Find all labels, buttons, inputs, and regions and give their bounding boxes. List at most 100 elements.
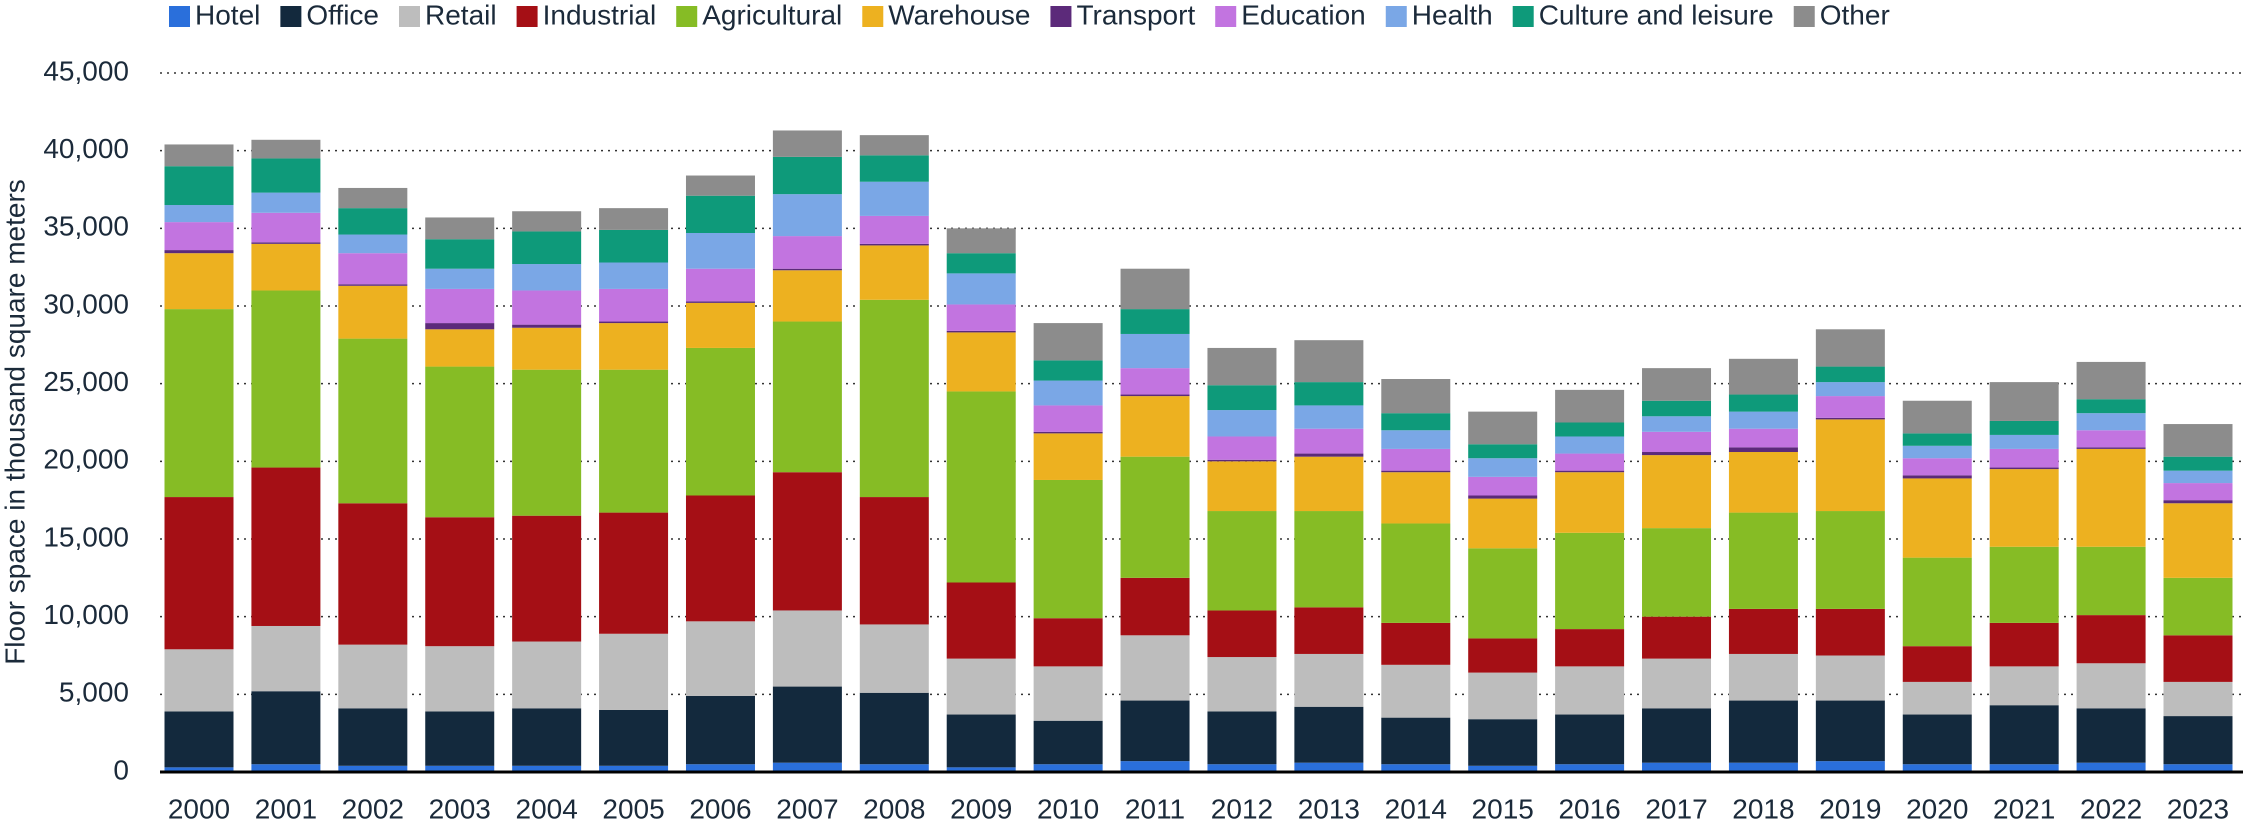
bar-segment: [1033, 479, 1103, 619]
bar-segment: [1902, 400, 1972, 434]
bar-segment: [251, 243, 321, 291]
bar-segment: [1120, 268, 1190, 310]
x-tick-label: 2005: [602, 793, 664, 824]
bar-segment: [946, 582, 1016, 659]
legend-label: Hotel: [195, 0, 260, 30]
bar-segment: [599, 709, 669, 766]
bar-segment: [1642, 455, 1712, 529]
legend-swatch: [1793, 6, 1815, 27]
bar-segment: [251, 764, 321, 772]
bar-segment: [1033, 405, 1103, 432]
bar-segment: [1381, 379, 1451, 414]
bar-segment: [685, 232, 755, 269]
x-tick-label: 2011: [1125, 793, 1185, 824]
bar-segment: [1989, 622, 2059, 667]
bar-segment: [338, 253, 408, 285]
bar-segment: [1120, 456, 1190, 578]
bar-segment: [1902, 478, 1972, 558]
bar-segment: [1728, 608, 1798, 654]
bar-segment: [859, 624, 929, 693]
bar-segment: [685, 347, 755, 496]
bar-segment: [425, 239, 495, 269]
bar-segment: [1555, 453, 1625, 471]
bar-segment: [1989, 434, 2059, 449]
x-tick-label: 2016: [1558, 793, 1620, 824]
bar-segment: [1902, 475, 1972, 479]
bar-segment: [1989, 448, 2059, 468]
bar-segment: [599, 765, 669, 772]
bar-segment: [164, 205, 234, 223]
bar-segment: [1642, 708, 1712, 763]
x-tick-label: 2000: [168, 793, 230, 824]
bar-segment: [1468, 672, 1538, 720]
bar-segment: [859, 245, 929, 300]
bar-segment: [1120, 309, 1190, 334]
bar-segment: [338, 187, 408, 209]
bar-segment: [1381, 523, 1451, 623]
bar-segment: [1642, 452, 1712, 456]
bar-segment: [1120, 396, 1190, 457]
bar-segment: [1902, 445, 1972, 459]
legend-swatch: [169, 6, 190, 27]
legend-swatch: [399, 6, 420, 27]
bar-segment: [2163, 456, 2233, 471]
bar-segment: [1989, 382, 2059, 421]
y-tick-label: 5,000: [59, 677, 129, 708]
bar-segment: [251, 290, 321, 468]
x-tick-label: 2021: [1993, 793, 2055, 824]
x-tick-label: 2007: [776, 793, 838, 824]
bar-segment: [599, 512, 669, 634]
bar-segment: [2076, 448, 2146, 547]
bar-segment: [1207, 385, 1277, 411]
bar-segment: [772, 686, 842, 763]
bar-segment: [1989, 469, 2059, 547]
bar-segment: [1555, 436, 1625, 454]
bar-segment: [859, 215, 929, 244]
bar-segment: [1468, 498, 1538, 549]
bar-segment: [859, 243, 929, 246]
bar-segment: [2076, 430, 2146, 448]
bar-segment: [2163, 483, 2233, 501]
bar-segment: [425, 646, 495, 712]
bar-segment: [1815, 511, 1885, 609]
bar-segment: [1294, 706, 1364, 763]
bar-segment: [1120, 368, 1190, 395]
bar-segment: [1642, 431, 1712, 453]
bar-segment: [512, 641, 582, 709]
bar-segment: [1902, 557, 1972, 647]
legend-label: Office: [306, 0, 379, 30]
bar-segment: [859, 135, 929, 156]
bar-segment: [1728, 653, 1798, 701]
bar-segment: [425, 765, 495, 772]
bar-segment: [1642, 528, 1712, 617]
bar-segment: [1294, 653, 1364, 707]
bar-segment: [2076, 447, 2146, 449]
bar-segment: [1902, 433, 1972, 446]
bar-segment: [1642, 400, 1712, 417]
bar-segment: [2163, 503, 2233, 578]
bar-segment: [1815, 396, 1885, 418]
bar-segment: [1468, 548, 1538, 639]
bar-segment: [1815, 761, 1885, 772]
bar-segment: [425, 517, 495, 647]
bar-segment: [1207, 461, 1277, 512]
bar-segment: [1381, 622, 1451, 665]
bar-segment: [1033, 380, 1103, 406]
bar-segment: [164, 144, 234, 167]
bar-segment: [2163, 681, 2233, 717]
bar-segment: [1555, 472, 1625, 533]
bar-segment: [772, 270, 842, 322]
bar-segment: [772, 762, 842, 772]
bar-segment: [1902, 646, 1972, 682]
bar-segment: [1207, 347, 1277, 386]
legend-swatch: [516, 6, 538, 27]
legend-label: Industrial: [543, 0, 657, 30]
bar-segment: [1207, 657, 1277, 712]
x-tick-label: 2003: [429, 793, 491, 824]
bar-segment: [946, 332, 1016, 392]
bar-segment: [685, 195, 755, 233]
bar-segment: [1468, 638, 1538, 673]
bar-segment: [1468, 765, 1538, 772]
bar-segment: [164, 166, 234, 206]
